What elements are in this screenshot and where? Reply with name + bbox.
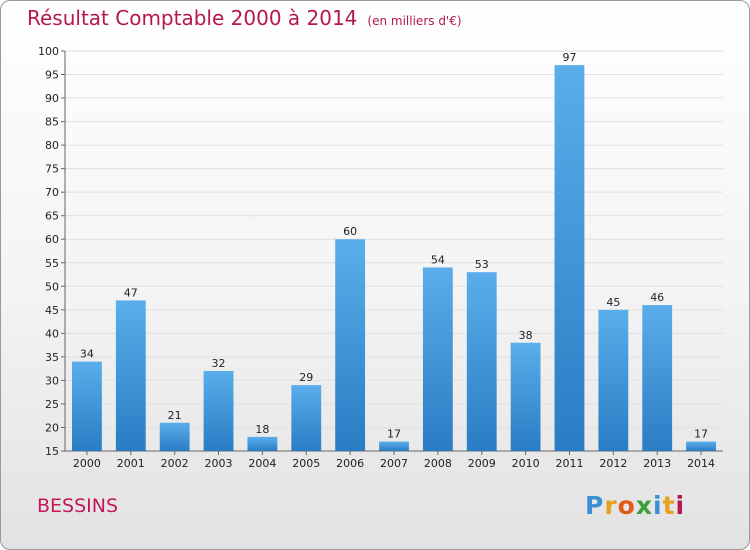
bar-2004 [247, 436, 278, 451]
y-tick-label: 40 [45, 327, 59, 340]
x-tick-label: 2012 [599, 457, 627, 470]
bar-2009 [466, 272, 497, 451]
logo-letter: o [617, 491, 636, 520]
y-tick-label: 80 [45, 139, 59, 152]
y-tick-label: 20 [45, 421, 59, 434]
x-tick-label: 2001 [117, 457, 145, 470]
bar-value-label: 29 [299, 371, 313, 384]
chart-unit-label: (en milliers d'€) [367, 14, 462, 28]
bar-value-label: 17 [694, 428, 708, 441]
bar-2005 [291, 385, 322, 451]
bar-2000 [72, 361, 102, 451]
logo-letter: i [675, 491, 686, 520]
logo-letter: i [653, 491, 663, 520]
labels: 15 20 25 30 35 40 45 50 55 60 65 70 75 80 85 90 95 100 34 2… [38, 45, 715, 470]
x-tick-label: 2000 [73, 457, 101, 470]
bar-value-label: 60 [343, 225, 357, 238]
x-tick-label: 2013 [643, 457, 671, 470]
x-tick-label: 2011 [555, 457, 583, 470]
logo-letter: t [662, 491, 676, 520]
x-tick-label: 2014 [687, 457, 715, 470]
x-tick-label: 2004 [248, 457, 276, 470]
y-tick-label: 65 [45, 210, 59, 223]
proxiti-logo: Proxiti [585, 491, 685, 520]
bars [72, 65, 716, 451]
y-tick-label: 25 [45, 398, 59, 411]
y-tick-label: 100 [38, 45, 59, 58]
x-tick-label: 2005 [292, 457, 320, 470]
bar-2014 [686, 441, 716, 451]
bar-value-label: 38 [519, 329, 533, 342]
x-tick-label: 2008 [424, 457, 452, 470]
y-tick-label: 50 [45, 280, 59, 293]
logo-letter: r [604, 491, 618, 520]
x-tick-label: 2009 [468, 457, 496, 470]
logo-letter: x [635, 491, 653, 520]
y-tick-label: 75 [45, 163, 59, 176]
y-tick-label: 55 [45, 257, 59, 270]
x-tick-label: 2002 [161, 457, 189, 470]
y-tick-label: 35 [45, 351, 59, 364]
y-tick-label: 85 [45, 116, 59, 129]
bar-value-label: 46 [650, 291, 664, 304]
bar-value-label: 97 [562, 51, 576, 64]
bar-value-label: 21 [168, 409, 182, 422]
y-tick-label: 95 [45, 69, 59, 82]
bar-2007 [379, 441, 409, 451]
bar-2011 [554, 65, 585, 451]
bar-value-label: 34 [80, 348, 94, 361]
bar-value-label: 32 [212, 357, 226, 370]
y-tick-label: 30 [45, 374, 59, 387]
x-tick-label: 2006 [336, 457, 364, 470]
bar-value-label: 45 [606, 296, 620, 309]
y-tick-label: 45 [45, 304, 59, 317]
bar-2008 [422, 267, 453, 451]
bar-value-label: 18 [255, 423, 269, 436]
bar-value-label: 54 [431, 253, 445, 266]
bar-2002 [159, 422, 190, 451]
bar-value-label: 53 [475, 258, 489, 271]
bar-2006 [335, 239, 366, 451]
bar-value-label: 47 [124, 286, 138, 299]
bar-2013 [642, 305, 673, 451]
x-tick-label: 2007 [380, 457, 408, 470]
chart-title-block: Résultat Comptable 2000 à 2014 (en millie… [27, 6, 462, 30]
chart-title: Résultat Comptable 2000 à 2014 [27, 6, 358, 30]
x-tick-label: 2003 [205, 457, 233, 470]
bar-value-label: 17 [387, 428, 401, 441]
y-tick-label: 60 [45, 233, 59, 246]
y-tick-label: 15 [45, 445, 59, 458]
city-name: BESSINS [37, 495, 119, 517]
bar-2012 [598, 309, 629, 451]
bar-2001 [115, 300, 146, 451]
y-tick-label: 70 [45, 186, 59, 199]
x-tick-label: 2010 [512, 457, 540, 470]
bar-2010 [510, 342, 541, 451]
bar-2003 [203, 371, 234, 451]
logo-letter: P [585, 491, 605, 520]
y-tick-label: 90 [45, 92, 59, 105]
